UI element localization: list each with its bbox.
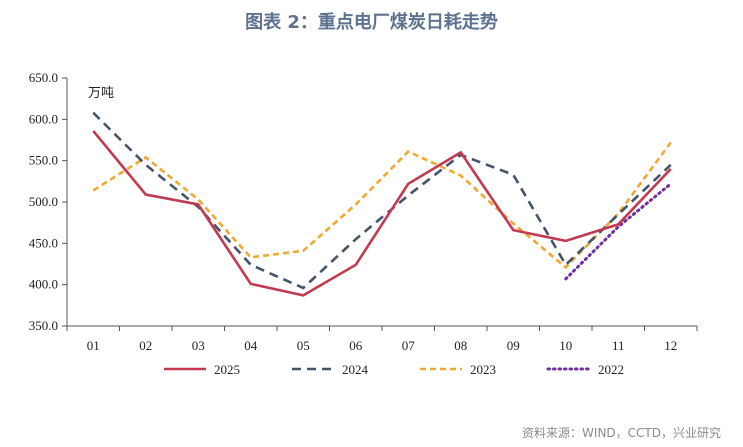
y-tick-label: 650.0 (29, 70, 58, 85)
x-tick-label: 12 (664, 338, 677, 353)
series-line-2025 (92, 130, 672, 297)
legend-label-2024: 2024 (342, 362, 369, 377)
x-tick-label: 06 (349, 338, 363, 353)
x-tick-label: 05 (297, 338, 310, 353)
legend-label-2025: 2025 (214, 362, 240, 377)
x-tick-label: 07 (402, 338, 416, 353)
x-tick-label: 01 (87, 338, 100, 353)
y-tick-label: 500.0 (29, 194, 58, 209)
y-tick-label: 550.0 (29, 153, 58, 168)
y-tick-label: 600.0 (29, 111, 58, 126)
x-tick-label: 08 (454, 338, 467, 353)
x-tick-label: 10 (559, 338, 572, 353)
chart-title: 图表 2：重点电厂煤炭日耗走势 (245, 12, 498, 33)
unit-label: 万吨 (88, 85, 114, 100)
series-line-2022 (564, 182, 673, 281)
legend-label-2022: 2022 (598, 362, 624, 377)
x-tick-label: 02 (139, 338, 152, 353)
y-tick-label: 400.0 (29, 277, 58, 292)
y-tick-label: 450.0 (29, 235, 58, 250)
series-line-2024 (92, 111, 672, 290)
x-tick-label: 09 (507, 338, 520, 353)
x-tick-label: 11 (612, 338, 625, 353)
legend-label-2023: 2023 (470, 362, 496, 377)
x-tick-label: 03 (192, 338, 205, 353)
y-tick-label: 350.0 (29, 318, 58, 333)
series-line-2023 (92, 141, 672, 270)
source-note: 资料来源：WIND，CCTD，兴业研究 (522, 426, 721, 440)
x-tick-label: 04 (244, 338, 258, 353)
